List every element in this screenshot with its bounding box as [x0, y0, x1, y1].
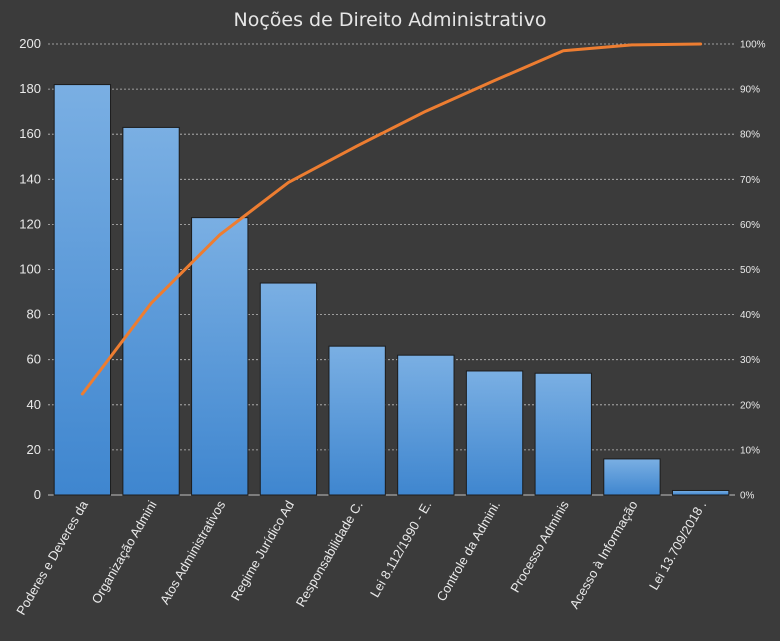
y2-tick-label: 90%	[740, 85, 760, 96]
y2-tick-label: 50%	[740, 265, 760, 276]
bar	[259, 282, 318, 496]
y-tick-label: 180	[19, 81, 41, 96]
y-axis-right: 0% 10% 20% 30% 40% 50% 60% 70% 80% 90% 100%	[740, 40, 766, 502]
y-tick-label: 140	[19, 171, 41, 186]
bar	[122, 126, 180, 496]
bar	[397, 354, 455, 496]
y-tick-label: 40	[27, 397, 41, 412]
y2-tick-label: 70%	[740, 175, 760, 186]
y2-tick-label: 100%	[740, 40, 766, 51]
y-tick-label: 60	[27, 352, 41, 367]
y-axis-left: 0 20 40 60 80 100 120 140 160 180 200	[19, 36, 41, 502]
y-tick-label: 200	[19, 36, 41, 51]
bar	[328, 345, 386, 496]
bar	[191, 217, 249, 496]
bar	[671, 489, 730, 496]
y-tick-label: 120	[19, 216, 41, 231]
bar	[603, 458, 661, 496]
x-tick-label: Lei 8.112/1990 - E.	[367, 498, 434, 600]
x-tick-label: Lei 13.709/2018 .	[646, 498, 709, 593]
bars	[53, 84, 730, 496]
bar	[534, 372, 592, 496]
chart-title: Noções de Direito Administrativo	[234, 9, 547, 31]
y-tick-label: 160	[19, 126, 41, 141]
y-tick-label: 100	[19, 262, 41, 277]
y2-tick-label: 60%	[740, 220, 760, 231]
y2-tick-label: 10%	[740, 445, 760, 456]
cumulative-percent-line	[80, 42, 703, 396]
x-tick-label: Atos Administrativos	[157, 498, 229, 607]
x-tick-label: Organização Admini	[88, 498, 159, 606]
y-tick-label: 20	[27, 442, 41, 457]
y2-tick-label: 40%	[740, 310, 760, 321]
x-tick-label: Responsabilidade C.	[293, 498, 366, 609]
bar	[465, 370, 524, 496]
x-tick-label: Acesso à Informação	[566, 498, 640, 611]
y2-tick-label: 30%	[740, 355, 760, 366]
y-tick-label: 80	[27, 307, 41, 322]
bar	[53, 84, 112, 496]
x-tick-label: Regime Jurídico Ad	[228, 498, 297, 603]
y2-tick-label: 80%	[740, 130, 760, 141]
y2-tick-label: 20%	[740, 400, 760, 411]
y-tick-label: 0	[34, 487, 41, 502]
cumulative-line	[80, 42, 703, 396]
x-tick-label: Poderes e Deveres da	[13, 497, 91, 617]
x-tick-label: Controle da Admini.	[433, 498, 503, 604]
y2-tick-label: 0%	[740, 491, 755, 502]
x-tick-label: Processo Adminis	[507, 498, 572, 595]
